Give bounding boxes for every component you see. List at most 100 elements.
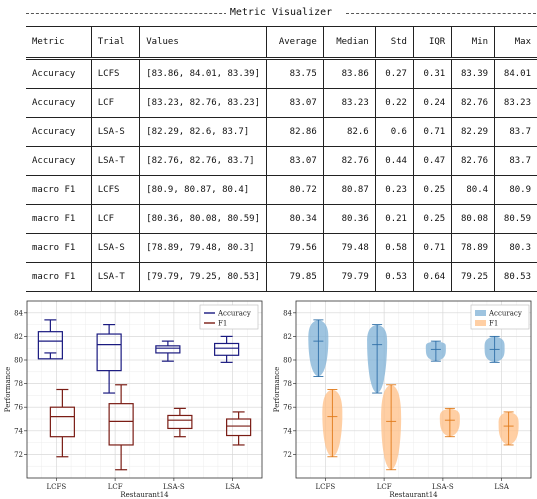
y-axis-label: Performance xyxy=(273,367,281,412)
x-tick-label: LSA xyxy=(225,483,240,491)
table-row: macro F1 LCF [80.36, 80.08, 80.59] 80.34 80.… xyxy=(26,204,537,234)
cell-values: [80.36, 80.08, 80.59] xyxy=(139,204,267,234)
y-tick-label: 72 xyxy=(283,451,292,459)
cell-max: 83.7 xyxy=(494,117,537,147)
legend-label: F1 xyxy=(489,320,498,328)
cell-min: 82.29 xyxy=(451,117,495,147)
box-iqr xyxy=(226,418,252,437)
y-tick-label: 76 xyxy=(14,404,23,412)
cell-average: 79.56 xyxy=(266,233,324,263)
cell-std: 0.22 xyxy=(374,88,414,118)
plot-frame xyxy=(295,300,532,479)
cell-iqr: 0.31 xyxy=(412,58,452,89)
y-tick-label: 78 xyxy=(283,380,292,388)
table-row: Accuracy LSA-T [82.76, 82.76, 83.7] 83.07 82… xyxy=(26,146,537,176)
violin-mark xyxy=(308,319,329,377)
violin-mark xyxy=(381,384,402,471)
legend-label: F1 xyxy=(218,320,227,328)
x-axis-label: Restaurant14 xyxy=(389,491,438,499)
cell-median: 83.23 xyxy=(322,88,376,118)
cell-average: 82.86 xyxy=(266,117,324,147)
cell-values: [82.29, 82.6, 83.7] xyxy=(139,117,267,147)
cell-iqr: 0.64 xyxy=(412,262,452,292)
cell-values: [80.9, 80.87, 80.4] xyxy=(139,175,267,205)
y-tick-label: 80 xyxy=(283,357,292,365)
cell-metric: macro F1 xyxy=(26,262,92,292)
box-mark xyxy=(49,388,75,458)
cell-trial: LSA-S xyxy=(90,117,140,147)
cell-trial: LCF xyxy=(90,88,140,118)
cell-median: 79.48 xyxy=(322,233,376,263)
cell-average: 80.72 xyxy=(266,175,324,205)
cell-std: 0.27 xyxy=(374,58,414,89)
metrics-table: Metric Trial Values Average Median Std I… xyxy=(26,26,537,292)
cell-min: 83.39 xyxy=(451,58,495,89)
cell-iqr: 0.71 xyxy=(412,117,452,147)
cell-trial: LCFS xyxy=(90,175,140,205)
box-iqr xyxy=(167,414,193,430)
table-header-row: Metric Trial Values Average Median Std I… xyxy=(26,26,537,60)
box-mark xyxy=(108,384,134,471)
col-values: Values xyxy=(139,26,267,60)
col-median: Median xyxy=(322,26,376,60)
y-tick-label: 74 xyxy=(283,427,292,435)
box-iqr xyxy=(214,342,240,356)
cell-min: 82.76 xyxy=(451,88,495,118)
box-mark xyxy=(214,335,240,363)
x-tick-label: LSA-S xyxy=(163,483,185,491)
y-axis-label: Performance xyxy=(4,367,12,412)
table-row: Accuracy LCFS [83.86, 84.01, 83.39] 83.75 83… xyxy=(26,58,537,89)
cell-median: 80.87 xyxy=(322,175,376,205)
y-tick-label: 72 xyxy=(14,451,23,459)
cell-median: 83.86 xyxy=(322,58,376,89)
legend-swatch xyxy=(475,310,486,316)
cell-values: [83.86, 84.01, 83.39] xyxy=(139,58,267,89)
box-iqr xyxy=(108,403,134,446)
cell-max: 84.01 xyxy=(494,58,537,89)
cell-metric: Accuracy xyxy=(26,146,92,176)
cell-iqr: 0.47 xyxy=(412,146,452,176)
cell-trial: LCFS xyxy=(90,58,140,89)
box-plot: 72 74 76 78 80 82 84 LCFS LCF LSA-S LSA Restaurant1… xyxy=(4,300,263,499)
violin-mark xyxy=(425,340,446,362)
x-tick-label: LSA xyxy=(494,483,509,491)
visualizer-title-wrap: Metric Visualizer xyxy=(26,6,536,20)
table-row: macro F1 LSA-S [78.89, 79.48, 80.3] 79.56 79… xyxy=(26,233,537,263)
cell-metric: macro F1 xyxy=(26,204,92,234)
cell-min: 80.4 xyxy=(451,175,495,205)
col-std: Std xyxy=(374,26,414,60)
box-iqr xyxy=(49,406,75,438)
box-iqr xyxy=(37,331,63,360)
cell-std: 0.58 xyxy=(374,233,414,263)
box-plot-panel: 72 74 76 78 80 82 84 LCFS LCF LSA-S LSA Restaurant1… xyxy=(0,296,268,499)
cell-trial: LSA-S xyxy=(90,233,140,263)
cell-min: 79.25 xyxy=(451,262,495,292)
violin-plot: 72 74 76 78 80 82 84 LCFS LCF LSA-S LSA Restaurant1… xyxy=(273,300,532,499)
y-tick-label: 82 xyxy=(283,333,292,341)
y-tick-label: 82 xyxy=(14,333,23,341)
violin-mark xyxy=(322,389,343,458)
cell-values: [78.89, 79.48, 80.3] xyxy=(139,233,267,263)
cell-median: 80.36 xyxy=(322,204,376,234)
col-min: Min xyxy=(451,26,495,60)
cell-metric: Accuracy xyxy=(26,117,92,147)
cell-max: 80.3 xyxy=(494,233,537,263)
cell-trial: LSA-T xyxy=(90,146,140,176)
cell-iqr: 0.71 xyxy=(412,233,452,263)
x-axis-label: Restaurant14 xyxy=(120,491,169,499)
x-tick-label: LCF xyxy=(377,483,392,491)
cell-trial: LSA-T xyxy=(90,262,140,292)
cell-metric: macro F1 xyxy=(26,233,92,263)
visualizer-title-line: Metric Visualizer xyxy=(26,6,536,20)
title-rule-left xyxy=(26,13,232,14)
x-tick-label: LCFS xyxy=(316,483,336,491)
x-tick-label: LCFS xyxy=(47,483,67,491)
cell-average: 83.07 xyxy=(266,146,324,176)
table-body: Accuracy LCFS [83.86, 84.01, 83.39] 83.75 83… xyxy=(26,58,537,292)
cell-metric: Accuracy xyxy=(26,58,92,89)
violin-mark xyxy=(439,407,460,438)
cell-max: 83.7 xyxy=(494,146,537,176)
y-tick-label: 84 xyxy=(14,309,23,317)
table-row: macro F1 LSA-T [79.79, 79.25, 80.53] 79.85 7… xyxy=(26,262,537,292)
cell-max: 80.59 xyxy=(494,204,537,234)
